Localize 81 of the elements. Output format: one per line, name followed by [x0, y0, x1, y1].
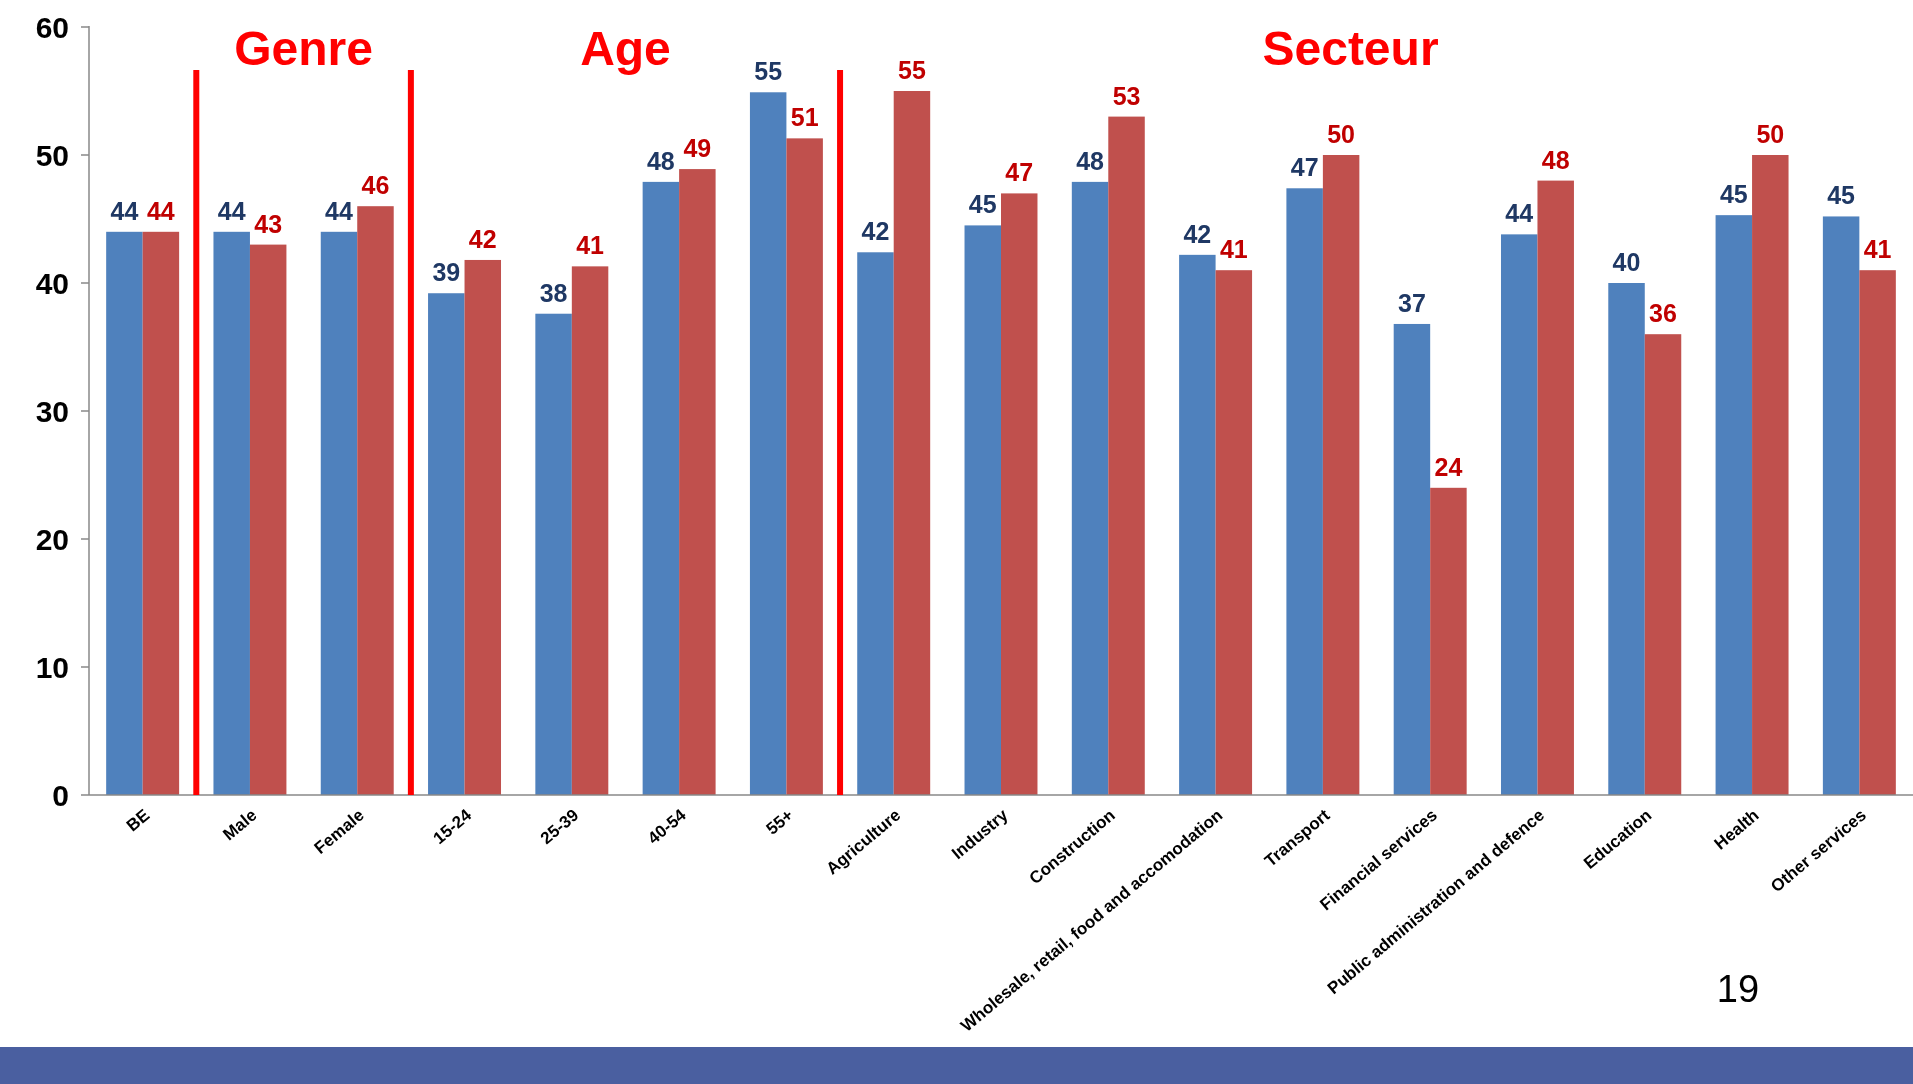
bar	[786, 138, 823, 795]
data-label: 53	[1112, 81, 1141, 110]
data-label: 46	[361, 171, 390, 200]
data-label: 48	[1076, 146, 1105, 175]
bar	[642, 181, 680, 795]
bar	[1393, 323, 1431, 795]
data-label: 55	[754, 57, 783, 86]
bar	[749, 92, 787, 795]
data-label: 51	[790, 103, 819, 132]
data-label: 44	[146, 196, 175, 225]
bar	[1822, 216, 1860, 795]
bar	[1859, 270, 1896, 795]
data-label: 44	[217, 196, 246, 225]
y-tick-label: 0	[52, 778, 69, 812]
bar	[1286, 188, 1323, 795]
data-label: 44	[110, 196, 139, 225]
data-label: 37	[1398, 288, 1426, 317]
bar	[142, 231, 180, 795]
bar	[1071, 181, 1109, 795]
data-label: 49	[683, 134, 712, 163]
bar	[679, 169, 716, 795]
bar	[1215, 270, 1253, 795]
x-tick-label: 55+	[762, 805, 798, 839]
data-label: 55	[898, 56, 926, 84]
annotation: Secteur	[1262, 22, 1439, 75]
bar	[1430, 487, 1467, 795]
y-tick-label: 10	[35, 650, 69, 684]
bar	[357, 206, 394, 795]
bar	[857, 252, 894, 795]
data-label: 44	[1505, 199, 1534, 228]
y-tick-label: 40	[35, 266, 69, 300]
data-label: 41	[1863, 235, 1892, 264]
bar	[1752, 155, 1789, 795]
data-label: 48	[646, 146, 675, 175]
data-label: 42	[468, 224, 497, 253]
data-label: 24	[1434, 452, 1463, 481]
text: 19	[1716, 968, 1760, 1010]
annotation: Age	[580, 22, 671, 75]
bar	[964, 225, 1001, 795]
bar	[1322, 155, 1360, 795]
data-label: 45	[968, 190, 997, 219]
data-label: 44	[325, 196, 353, 225]
data-label: 40	[1612, 248, 1641, 276]
data-label: 47	[1290, 153, 1319, 182]
data-label: 45	[1827, 181, 1856, 210]
data-label: 50	[1756, 120, 1785, 148]
data-label: 42	[861, 217, 890, 246]
bar	[320, 231, 358, 795]
data-label: 41	[576, 231, 605, 260]
bar	[1644, 334, 1682, 795]
bar	[1179, 254, 1216, 795]
bar	[1537, 180, 1574, 795]
data-label: 38	[539, 278, 568, 307]
x-tick-label: BE	[122, 805, 154, 836]
bar	[1108, 116, 1145, 795]
bar	[213, 231, 250, 795]
data-label: 36	[1649, 299, 1677, 328]
bar	[1500, 234, 1538, 795]
annotation: Genre	[234, 22, 373, 75]
bar	[571, 266, 609, 795]
y-tick-label: 50	[35, 138, 69, 172]
bar	[428, 293, 465, 795]
bar	[464, 259, 502, 795]
data-label: 47	[1005, 158, 1034, 187]
bar	[535, 313, 572, 795]
data-label: 42	[1183, 219, 1212, 248]
y-tick-label: 60	[35, 10, 69, 44]
bar	[893, 91, 931, 795]
y-tick-label: 20	[35, 522, 69, 556]
bar	[249, 244, 287, 795]
data-label: 41	[1219, 235, 1248, 264]
data-label: 39	[432, 258, 461, 287]
data-label: 43	[254, 209, 283, 238]
bar	[1715, 215, 1753, 795]
bar	[1608, 283, 1645, 795]
data-label: 45	[1719, 180, 1748, 209]
bar	[1001, 193, 1038, 795]
data-label: 50	[1327, 120, 1356, 148]
data-label: 48	[1541, 145, 1570, 174]
y-tick-label: 30	[35, 394, 69, 428]
bar	[106, 231, 143, 795]
